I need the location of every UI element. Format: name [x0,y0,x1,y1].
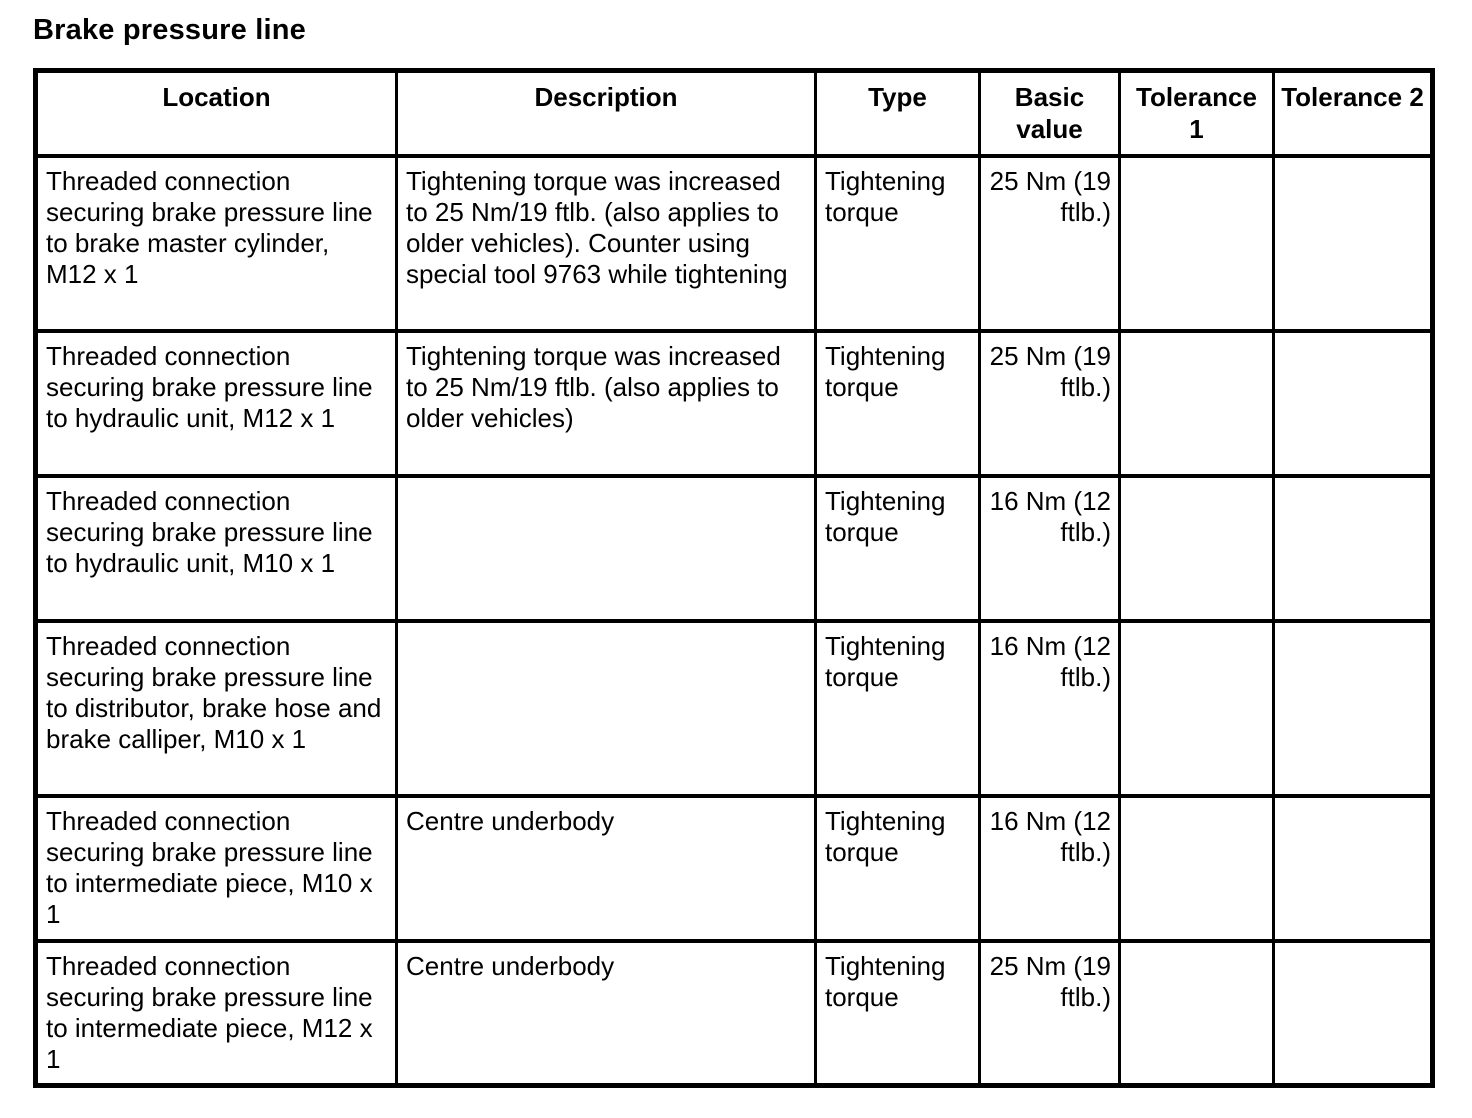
cell-tolerance-2 [1272,938,1434,1088]
cell-tolerance-2 [1272,618,1434,798]
cell-description: Centre underbody [395,793,817,943]
cell-description [395,473,817,623]
cell-tolerance-2 [1272,328,1434,478]
cell-tolerance-1 [1118,793,1275,943]
cell-location: Threaded connection securing brake press… [34,328,398,478]
cell-tolerance-2 [1272,793,1434,943]
cell-basic-value: 16 Nm (12 ftlb.) [978,473,1121,623]
cell-type: Tightening torque [814,153,981,333]
table-row: Threaded connection securing brake press… [34,938,1434,1088]
cell-tolerance-1 [1118,153,1275,333]
column-header-location: Location [34,68,398,158]
cell-type: Tightening torque [814,618,981,798]
column-header-tolerance-2: Tolerance 2 [1272,68,1434,158]
brake-pressure-line-table: Location Description Type Basic value To… [33,68,1435,1089]
column-header-basic-value: Basic value [978,68,1121,158]
cell-description [395,618,817,798]
cell-basic-value: 16 Nm (12 ftlb.) [978,618,1121,798]
cell-location: Threaded connection securing brake press… [34,938,398,1088]
page-title: Brake pressure line [33,14,306,46]
cell-description: Tightening torque was increased to 25 Nm… [395,328,817,478]
cell-tolerance-2 [1272,153,1434,333]
cell-type: Tightening torque [814,473,981,623]
cell-type: Tightening torque [814,328,981,478]
column-header-description: Description [395,68,817,158]
cell-location: Threaded connection securing brake press… [34,153,398,333]
table-row: Threaded connection securing brake press… [34,153,1434,333]
table-header-row: Location Description Type Basic value To… [34,68,1434,158]
cell-basic-value: 25 Nm (19 ftlb.) [978,153,1121,333]
cell-tolerance-1 [1118,938,1275,1088]
table-row: Threaded connection securing brake press… [34,618,1434,798]
table-row: Threaded connection securing brake press… [34,473,1434,623]
cell-location: Threaded connection securing brake press… [34,618,398,798]
cell-tolerance-1 [1118,328,1275,478]
cell-tolerance-1 [1118,473,1275,623]
table-row: Threaded connection securing brake press… [34,328,1434,478]
cell-location: Threaded connection securing brake press… [34,473,398,623]
cell-tolerance-1 [1118,618,1275,798]
cell-basic-value: 25 Nm (19 ftlb.) [978,938,1121,1088]
cell-description: Centre underbody [395,938,817,1088]
cell-type: Tightening torque [814,938,981,1088]
column-header-type: Type [814,68,981,158]
cell-type: Tightening torque [814,793,981,943]
cell-description: Tightening torque was increased to 25 Nm… [395,153,817,333]
cell-basic-value: 25 Nm (19 ftlb.) [978,328,1121,478]
table-row: Threaded connection securing brake press… [34,793,1434,943]
cell-tolerance-2 [1272,473,1434,623]
column-header-tolerance-1: Tolerance 1 [1118,68,1275,158]
cell-basic-value: 16 Nm (12 ftlb.) [978,793,1121,943]
cell-location: Threaded connection securing brake press… [34,793,398,943]
